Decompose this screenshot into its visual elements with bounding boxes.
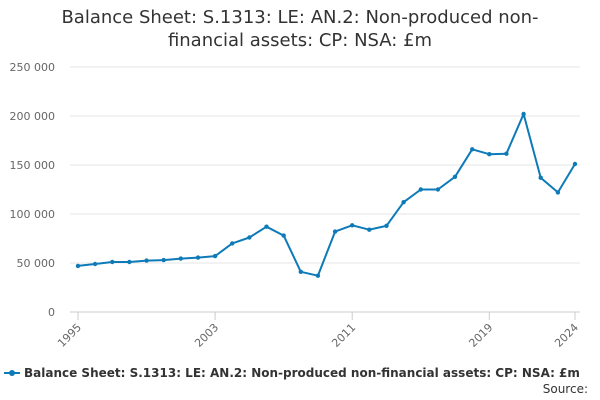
data-point[interactable]	[264, 224, 269, 229]
series-layer	[75, 111, 578, 278]
data-point[interactable]	[470, 147, 475, 152]
x-tick-label: 2024	[552, 321, 581, 350]
data-point[interactable]	[230, 241, 235, 246]
y-tick-label: 250 000	[10, 61, 56, 74]
x-tick-label: 2003	[192, 321, 221, 350]
y-tick-label: 50 000	[17, 257, 56, 270]
data-point[interactable]	[315, 273, 321, 278]
data-point[interactable]	[384, 223, 389, 228]
data-point[interactable]	[178, 256, 183, 261]
data-point[interactable]	[212, 253, 218, 259]
data-point[interactable]	[281, 233, 286, 238]
data-point[interactable]	[332, 229, 338, 234]
axes: 0 50 000 100 000 150 000 200 000 250 000 1995 2…	[10, 61, 582, 350]
y-tick-label: 200 000	[10, 110, 56, 123]
data-point[interactable]	[350, 223, 355, 228]
data-point[interactable]	[367, 227, 372, 232]
data-point[interactable]	[504, 151, 509, 156]
data-point[interactable]	[435, 187, 441, 192]
data-point[interactable]	[487, 152, 492, 157]
x-tick-label: 1995	[55, 321, 84, 350]
data-point[interactable]	[538, 175, 543, 180]
data-point[interactable]	[161, 257, 166, 263]
y-tick-label: 0	[48, 306, 55, 319]
data-point[interactable]	[195, 255, 201, 260]
legend-swatch	[4, 368, 20, 378]
data-point[interactable]	[572, 161, 578, 167]
data-point[interactable]	[127, 259, 132, 265]
data-point[interactable]	[92, 261, 98, 267]
data-point[interactable]	[110, 259, 115, 265]
y-tick-label: 100 000	[10, 208, 56, 221]
data-point[interactable]	[401, 200, 406, 205]
series-line	[77, 113, 576, 277]
data-point[interactable]	[452, 174, 458, 179]
data-point[interactable]	[144, 258, 149, 263]
gridlines	[70, 66, 580, 313]
legend[interactable]: Balance Sheet: S.1313: LE: AN.2: Non-pro…	[4, 366, 580, 380]
data-point[interactable]	[418, 187, 423, 192]
legend-label: Balance Sheet: S.1313: LE: AN.2: Non-pro…	[24, 366, 580, 380]
data-point[interactable]	[298, 269, 303, 274]
data-point[interactable]	[555, 190, 561, 195]
data-point[interactable]	[521, 111, 526, 117]
source-label: Source:	[542, 382, 588, 396]
data-point[interactable]	[75, 263, 81, 269]
chart-title: Balance Sheet: S.1313: LE: AN.2: Non-pro…	[61, 7, 539, 51]
x-tick-label: 2011	[329, 321, 358, 350]
data-point[interactable]	[247, 235, 252, 240]
x-tick-label: 2019	[466, 321, 495, 350]
y-tick-label: 150 000	[10, 159, 56, 172]
